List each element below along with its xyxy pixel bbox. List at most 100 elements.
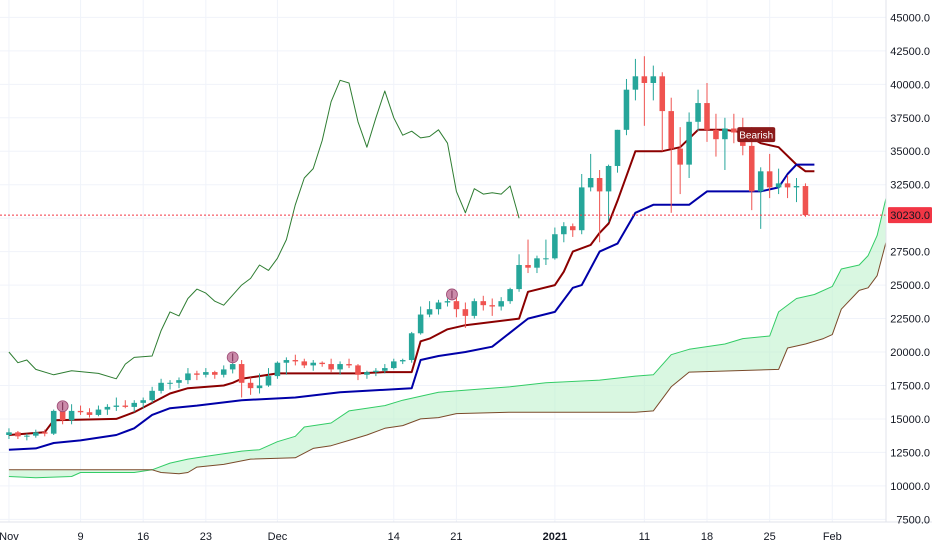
candle-body[interactable] xyxy=(775,183,782,188)
candle-body[interactable] xyxy=(346,364,352,366)
candle[interactable] xyxy=(623,78,630,136)
candle[interactable] xyxy=(364,370,370,379)
candle[interactable] xyxy=(328,358,334,373)
candle[interactable] xyxy=(596,169,603,243)
candle-body[interactable] xyxy=(149,390,155,401)
candle[interactable] xyxy=(480,295,487,311)
candle-body[interactable] xyxy=(722,128,728,140)
candle[interactable] xyxy=(775,168,782,195)
candle-body[interactable] xyxy=(489,305,495,307)
candle-body[interactable] xyxy=(444,301,451,303)
candle-body[interactable] xyxy=(596,178,603,192)
candle[interactable] xyxy=(462,302,469,328)
candle-body[interactable] xyxy=(185,373,191,381)
candle[interactable] xyxy=(158,378,164,394)
candle-body[interactable] xyxy=(50,410,57,434)
candle[interactable] xyxy=(686,112,692,179)
candle[interactable] xyxy=(722,117,728,170)
candle-body[interactable] xyxy=(605,165,612,192)
candle[interactable] xyxy=(516,254,522,292)
candle[interactable] xyxy=(641,56,648,126)
candle[interactable] xyxy=(346,358,352,369)
candle-body[interactable] xyxy=(784,183,791,188)
candle-body[interactable] xyxy=(337,364,343,370)
candle-body[interactable] xyxy=(382,368,388,371)
candle[interactable] xyxy=(194,370,200,381)
candle-body[interactable] xyxy=(238,364,245,383)
candle-body[interactable] xyxy=(310,362,317,366)
candle-body[interactable] xyxy=(220,369,227,375)
candle[interactable] xyxy=(587,153,594,192)
candle-body[interactable] xyxy=(659,76,666,112)
candle-body[interactable] xyxy=(668,111,674,149)
candle[interactable] xyxy=(408,331,415,363)
candle[interactable] xyxy=(578,174,585,235)
candle-body[interactable] xyxy=(292,360,299,362)
candle-body[interactable] xyxy=(212,372,218,375)
candle-body[interactable] xyxy=(435,302,442,310)
candle-body[interactable] xyxy=(328,364,334,370)
candle-body[interactable] xyxy=(122,405,129,407)
candle-body[interactable] xyxy=(176,380,182,383)
candle-body[interactable] xyxy=(525,265,531,268)
candle-body[interactable] xyxy=(516,265,522,290)
candle-body[interactable] xyxy=(623,89,630,130)
candle[interactable] xyxy=(149,386,155,403)
candle[interactable] xyxy=(677,127,683,195)
candle[interactable] xyxy=(176,377,182,389)
candle[interactable] xyxy=(6,428,12,440)
candle-body[interactable] xyxy=(507,289,513,302)
candle[interactable] xyxy=(713,113,719,157)
candle[interactable] xyxy=(569,223,576,237)
candle[interactable] xyxy=(131,400,138,413)
candle-body[interactable] xyxy=(793,186,800,188)
candle[interactable] xyxy=(561,222,567,243)
candle-body[interactable] xyxy=(355,365,361,375)
candle-body[interactable] xyxy=(24,435,30,437)
candle[interactable] xyxy=(489,298,495,316)
candle[interactable] xyxy=(766,153,773,199)
candle-body[interactable] xyxy=(399,360,406,362)
candle-body[interactable] xyxy=(534,258,540,268)
candle-body[interactable] xyxy=(552,234,558,259)
candle-body[interactable] xyxy=(704,103,710,130)
candle-body[interactable] xyxy=(41,432,48,434)
candle[interactable] xyxy=(435,299,442,315)
candle[interactable] xyxy=(292,354,299,366)
candle-body[interactable] xyxy=(802,186,809,216)
candle[interactable] xyxy=(614,129,621,173)
candle[interactable] xyxy=(95,405,102,417)
candle-body[interactable] xyxy=(77,410,84,413)
candle[interactable] xyxy=(310,360,317,371)
candle-body[interactable] xyxy=(373,370,379,373)
candle[interactable] xyxy=(471,298,478,319)
candle-body[interactable] xyxy=(6,432,12,435)
candle-body[interactable] xyxy=(695,103,701,122)
candle-body[interactable] xyxy=(140,400,146,403)
candle[interactable] xyxy=(104,404,111,415)
candle[interactable] xyxy=(650,65,657,101)
candle[interactable] xyxy=(15,430,21,440)
candle-body[interactable] xyxy=(86,412,93,415)
candle[interactable] xyxy=(212,370,218,379)
candle-body[interactable] xyxy=(68,410,75,421)
candle[interactable] xyxy=(265,368,272,387)
candle[interactable] xyxy=(113,397,120,411)
candle-body[interactable] xyxy=(480,301,487,306)
candle[interactable] xyxy=(41,429,48,437)
candle-body[interactable] xyxy=(686,121,692,165)
candle-body[interactable] xyxy=(453,301,460,310)
candle-body[interactable] xyxy=(641,76,648,83)
candle-body[interactable] xyxy=(417,314,424,334)
candle-body[interactable] xyxy=(462,309,469,316)
candle[interactable] xyxy=(784,175,791,199)
candle-body[interactable] xyxy=(301,361,308,366)
candle[interactable] xyxy=(373,368,379,377)
candle[interactable] xyxy=(382,364,388,374)
candle-body[interactable] xyxy=(757,171,764,192)
candle-body[interactable] xyxy=(158,382,164,391)
candle[interactable] xyxy=(274,361,281,379)
candle[interactable] xyxy=(337,361,343,375)
candle-body[interactable] xyxy=(578,187,585,231)
candle[interactable] xyxy=(68,404,75,425)
